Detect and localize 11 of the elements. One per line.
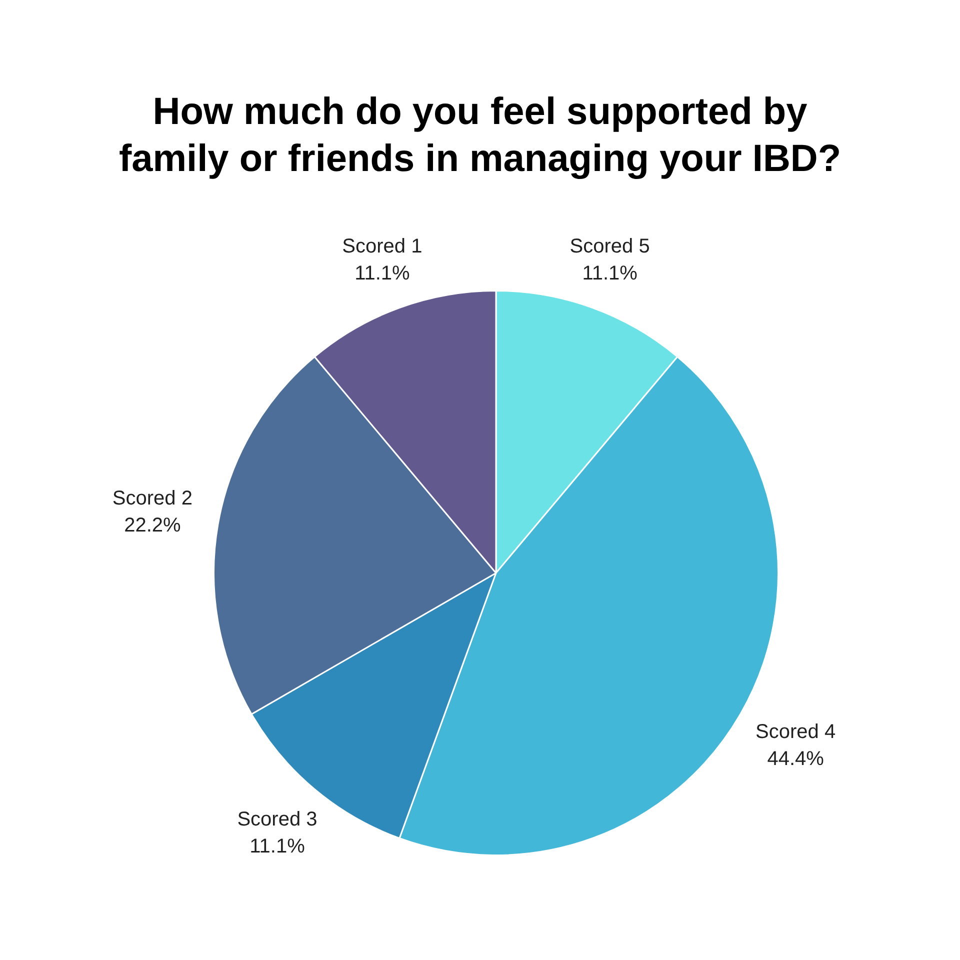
data-label: 22.2%: [124, 514, 181, 536]
slice-label: Scored 1: [342, 235, 422, 258]
slice-label: Scored 4: [756, 720, 836, 743]
slice-label: Scored 2: [112, 487, 192, 510]
data-label: 11.1%: [354, 262, 410, 284]
data-label: 44.4%: [767, 748, 824, 770]
slice-label: Scored 3: [237, 808, 318, 831]
chart-title: How much do you feel supported by family or friends in managing your IBD?: [118, 90, 842, 182]
slice-label: Scored 5: [570, 235, 650, 258]
data-label: 11.1%: [250, 836, 306, 858]
data-label: 11.1%: [582, 262, 638, 284]
